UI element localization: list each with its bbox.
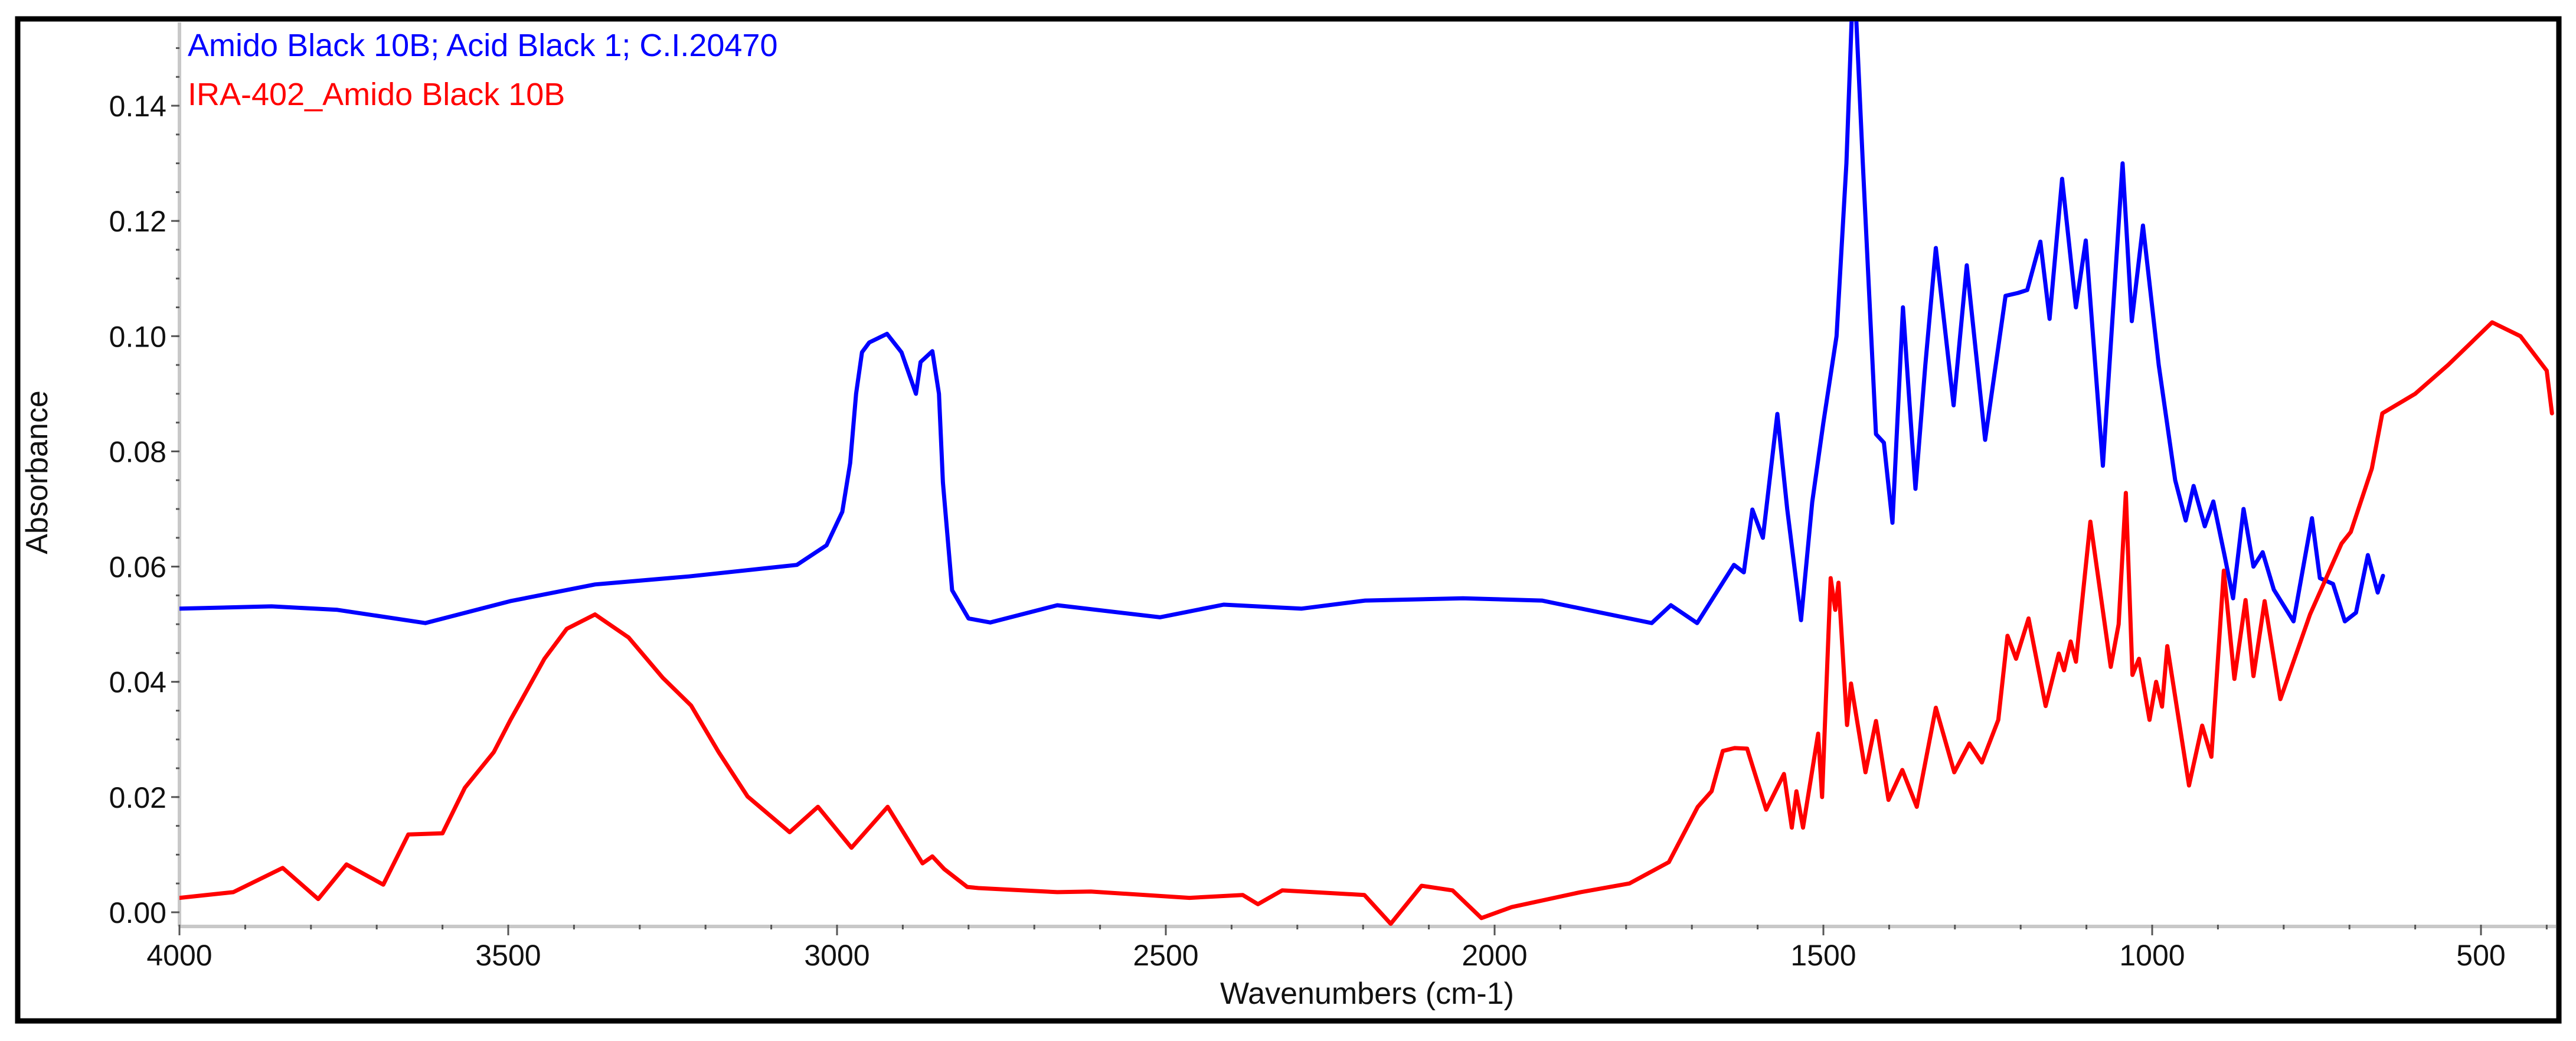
y-axis: 0.00 0.02 0.04 0.06 0.08 0.10 0.12 0.14 Absorba… [20,22,181,929]
y-tick-label: 0.10 [109,320,166,353]
y-tick-label: 0.12 [109,205,166,238]
x-tick-label: 2000 [1462,939,1527,972]
x-tick-label: 2500 [1133,939,1198,972]
series-layer [179,21,2554,926]
series-line-amido-black-10b [179,21,2385,625]
x-ticks: 4000 3500 3000 2500 2000 1500 1000 500 [146,925,2548,972]
y-ticks: 0.00 0.02 0.04 0.06 0.08 0.10 0.12 0.14 [109,47,179,929]
legend: Amido Black 10B; Acid Black 1; C.I.20470… [188,28,778,112]
series-line-ira-402-amido-black-10b [179,320,2554,926]
x-tick-label: 3500 [475,939,541,972]
legend-item-amido-black-10b: Amido Black 10B; Acid Black 1; C.I.20470 [188,28,778,63]
y-tick-label: 0.04 [109,666,166,699]
x-tick-label: 500 [2456,939,2505,972]
x-tick-label: 3000 [804,939,869,972]
outer-frame [15,16,2562,1024]
y-axis-title: Absorbance [20,390,54,554]
y-tick-label: 0.06 [109,551,166,584]
x-axis: 4000 3500 3000 2500 2000 1500 1000 500 Wavenumb… [146,925,2556,1011]
x-tick-label: 4000 [146,939,212,972]
legend-item-ira-402-amido-black-10b: IRA-402_Amido Black 10B [188,77,565,112]
x-axis-title: Wavenumbers (cm-1) [1220,977,1514,1011]
y-tick-label: 0.14 [109,90,166,123]
x-tick-label: 1500 [1790,939,1856,972]
y-tick-label: 0.02 [109,781,166,814]
y-tick-label: 0.00 [109,896,166,929]
x-tick-label: 1000 [2119,939,2185,972]
y-tick-label: 0.08 [109,435,166,468]
